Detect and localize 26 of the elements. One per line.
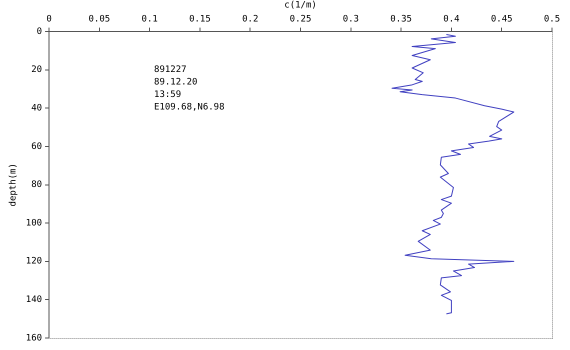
- x-axis-title: c(1/m): [284, 0, 317, 11]
- x-tick-label: 0.1: [142, 14, 158, 25]
- y-tick-label: 140: [26, 295, 42, 306]
- y-tick-label: 20: [31, 65, 42, 76]
- annotation: E109.68,N6.98: [154, 102, 225, 112]
- y-tick-label: 40: [31, 104, 42, 114]
- y-tick-label: 60: [31, 142, 42, 152]
- y-tick-label: 80: [31, 180, 42, 190]
- x-tick-label: 0.4: [443, 14, 460, 25]
- annotation: 891227: [154, 64, 187, 75]
- x-tick-label: 0: [46, 14, 52, 25]
- x-tick-label: 0.35: [390, 14, 412, 25]
- annotation: 13:59: [154, 90, 182, 100]
- y-tick-label: 0: [36, 26, 42, 37]
- y-tick-label: 120: [26, 256, 42, 267]
- y-tick-label: 160: [26, 333, 42, 344]
- x-tick-label: 0.5: [544, 14, 560, 25]
- y-tick-label: 100: [26, 218, 42, 228]
- x-tick-label: 0.3: [342, 14, 359, 25]
- x-tick-label: 0.2: [242, 14, 258, 25]
- x-tick-label: 0.25: [290, 14, 312, 25]
- annotation: 89.12.20: [154, 77, 198, 88]
- y-axis-title: depth(m): [8, 163, 19, 206]
- x-tick-label: 0.45: [490, 14, 513, 25]
- x-tick-label: 0.15: [189, 14, 211, 25]
- x-tick-label: 0.05: [88, 14, 110, 25]
